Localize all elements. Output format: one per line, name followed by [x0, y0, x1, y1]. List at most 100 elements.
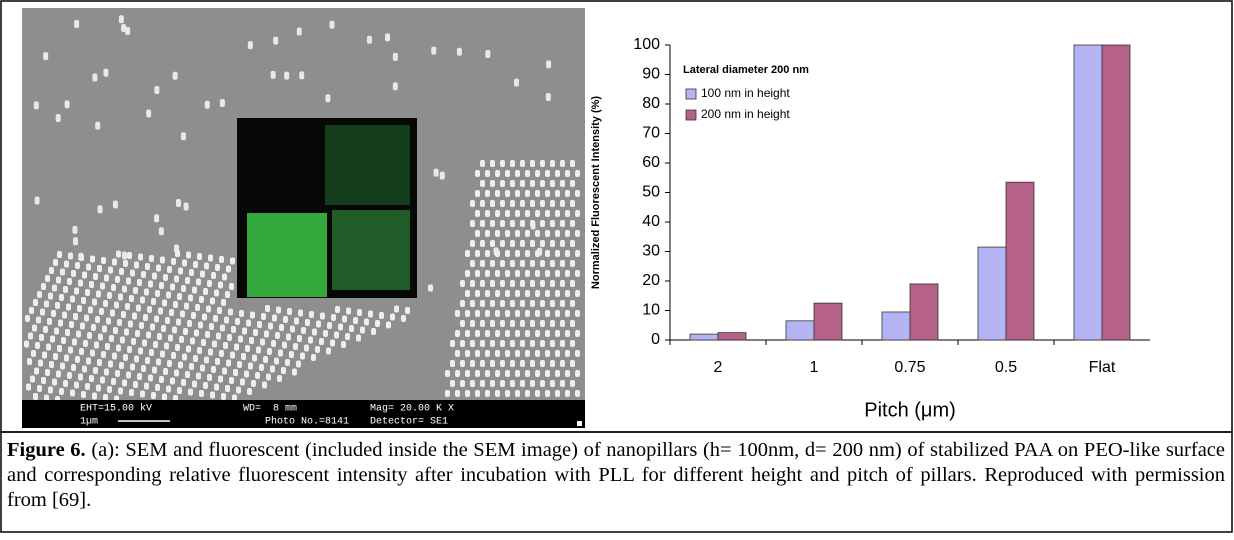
pillar: [570, 200, 575, 207]
pillar: [124, 328, 129, 336]
pillar: [379, 312, 384, 319]
pillar: [153, 341, 158, 348]
pillar: [495, 390, 500, 397]
pillar: [525, 230, 530, 237]
pillar: [145, 357, 150, 364]
pillar: [550, 360, 555, 367]
pillar: [241, 353, 246, 360]
pillar: [385, 33, 391, 42]
pillar: [392, 82, 398, 91]
pillar: [49, 267, 54, 274]
pillar: [174, 369, 179, 377]
pillar: [43, 326, 48, 333]
pillar: [470, 300, 475, 307]
pillar: [231, 326, 236, 333]
pillar: [485, 390, 490, 397]
pillar: [185, 277, 190, 284]
pillar: [286, 333, 291, 341]
pillar: [159, 282, 164, 289]
pillar: [490, 240, 495, 247]
pillar: [92, 298, 97, 306]
pillar: [525, 250, 530, 257]
pillar: [530, 360, 535, 367]
pillar: [261, 313, 266, 320]
pillar: [371, 328, 376, 335]
pillar: [74, 20, 80, 29]
pillar: [475, 230, 480, 237]
pillar: [150, 323, 155, 331]
pillar: [515, 290, 520, 297]
pillar: [460, 340, 465, 347]
pillar: [490, 320, 495, 327]
pillar: [45, 275, 50, 282]
pillar: [183, 202, 189, 211]
pillar: [505, 230, 510, 237]
pillar: [198, 321, 203, 329]
pillar: [535, 350, 540, 357]
pillar: [294, 317, 299, 325]
pillar: [253, 329, 258, 336]
pillar: [470, 200, 475, 207]
pillar: [123, 260, 128, 267]
pillar: [29, 307, 34, 314]
legend-title: Lateral diameter 200 nm: [683, 64, 809, 76]
pillar: [92, 73, 98, 82]
pillar: [176, 318, 181, 326]
pillar: [67, 372, 72, 379]
pillar: [45, 369, 50, 376]
pillar: [565, 230, 570, 237]
pillar: [545, 190, 550, 197]
pillar: [151, 392, 156, 399]
pillar: [70, 295, 75, 303]
pillar: [204, 262, 209, 270]
pillar: [500, 300, 505, 307]
pillar: [82, 365, 87, 373]
pillar: [75, 356, 80, 363]
pillar: [78, 279, 83, 287]
pillar: [510, 320, 515, 327]
pillar: [535, 170, 540, 177]
pillar: [111, 284, 116, 291]
pillar: [520, 360, 525, 367]
pillar: [52, 284, 57, 292]
pillar: [475, 290, 480, 297]
pillar: [325, 94, 331, 103]
legend-swatch: [685, 109, 697, 121]
pillar: [271, 340, 276, 347]
pillar: [455, 350, 460, 357]
bar: [689, 333, 719, 341]
pillar: [59, 388, 64, 395]
y-tick-label: 30: [642, 243, 660, 260]
pillar: [187, 320, 192, 327]
pillar: [205, 331, 210, 338]
pillar: [118, 15, 124, 24]
pillar: [86, 357, 91, 365]
y-tick-label: 10: [642, 302, 660, 319]
pillar: [73, 313, 78, 320]
pillar: [545, 270, 550, 277]
pillar: [159, 376, 164, 383]
pillar: [50, 335, 55, 343]
pillar: [530, 220, 535, 227]
pillar: [90, 255, 95, 263]
pillar: [107, 386, 112, 393]
pillar: [540, 160, 545, 167]
sem-label: Detector= SE1: [370, 417, 448, 428]
pillar: [510, 260, 515, 267]
y-tick-label: 50: [642, 184, 660, 201]
pillar: [570, 260, 575, 267]
pillar: [68, 252, 73, 260]
pillar: [107, 292, 112, 299]
pillar: [485, 270, 490, 277]
pillar: [535, 390, 540, 397]
pillar: [143, 314, 148, 321]
pillar: [495, 350, 500, 357]
pillar: [96, 290, 101, 298]
pillar: [560, 260, 565, 267]
pillar: [204, 100, 210, 109]
pillar: [145, 263, 150, 270]
pillar: [32, 324, 37, 332]
pillar: [510, 380, 515, 387]
pillar: [121, 23, 127, 32]
pillar: [575, 390, 580, 397]
